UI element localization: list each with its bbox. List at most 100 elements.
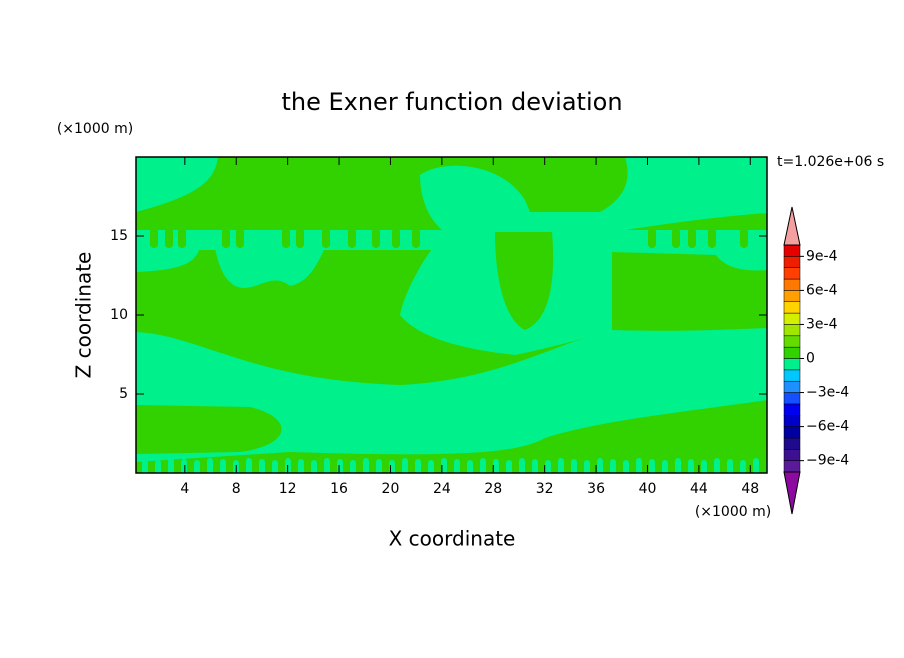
contour-region (688, 228, 696, 248)
colorbar-tick-label: 9e-4 (806, 248, 838, 264)
contour-region (168, 458, 174, 473)
contour-region (441, 458, 447, 473)
colorbar-band (783, 278, 801, 291)
colorbar-tick-label: −6e-4 (806, 419, 849, 435)
contour-region (672, 228, 680, 248)
contour-region (467, 460, 473, 473)
x-tick-label: 20 (382, 481, 400, 497)
contour-region (740, 228, 748, 248)
colorbar-band (783, 301, 801, 314)
colorbar-band (783, 324, 801, 337)
contour-region (753, 458, 759, 473)
y-axis-label: Z coordinate (72, 252, 96, 379)
colorbar-band (783, 346, 801, 359)
contour-region (400, 157, 767, 355)
contour-region (136, 230, 445, 250)
colorbar-band (783, 392, 801, 405)
contour-region (136, 405, 282, 454)
contour-region (220, 459, 226, 473)
contour-region (389, 460, 395, 473)
contour-region (363, 458, 369, 473)
contour-region (597, 458, 603, 473)
contour-region (506, 460, 512, 473)
colorbar-band (783, 290, 801, 302)
contour-region (519, 458, 525, 473)
colorbar-band (783, 267, 801, 280)
y-unit: (×1000 m) (57, 121, 133, 137)
contour-region (558, 458, 564, 473)
x-axis-label: X coordinate (389, 527, 516, 551)
contour-region (282, 228, 290, 248)
contour-region (584, 460, 590, 473)
contour-region (259, 459, 265, 473)
x-tick-label: 40 (639, 481, 657, 497)
colorbar-tick-label: 6e-4 (806, 282, 838, 298)
contour-region (412, 228, 420, 248)
contour-region (493, 459, 499, 473)
x-tick-label: 32 (536, 481, 554, 497)
colorbar-band (783, 449, 801, 461)
x-tick-label: 36 (587, 481, 605, 497)
contour-region (428, 460, 434, 473)
contour-region (545, 460, 551, 473)
colorbar-band (783, 415, 801, 427)
colorbar-band (783, 335, 801, 348)
contour-region (636, 458, 642, 473)
contour-region (337, 459, 343, 473)
contour-region (322, 228, 330, 248)
x-unit: (×1000 m) (695, 504, 771, 520)
colorbar-band (783, 244, 801, 257)
colorbar-band (783, 256, 801, 268)
y-tick-label: 15 (110, 228, 128, 244)
contour-region (708, 228, 716, 248)
contour-region (311, 460, 317, 473)
x-tick-label: 44 (690, 481, 708, 497)
contour-region (662, 460, 668, 473)
contour-region (136, 328, 767, 462)
contour-region (648, 228, 656, 248)
contour-region (165, 228, 173, 248)
contour-region (392, 228, 400, 248)
x-tick-label: 8 (232, 481, 241, 497)
colorbar-band (783, 460, 801, 473)
contour-region (675, 458, 681, 473)
contour-region (296, 228, 304, 248)
contour-region (136, 248, 200, 272)
contour-region (402, 458, 408, 473)
colorbar-extension (783, 206, 801, 246)
contour-region (532, 459, 538, 473)
x-tick-label: 16 (330, 481, 348, 497)
contour-region (740, 460, 746, 473)
contour-region (207, 458, 213, 473)
contour-region (415, 459, 421, 473)
colorbar-tick-label: −3e-4 (806, 385, 849, 401)
contour-region (350, 460, 356, 473)
contour-region (222, 228, 230, 248)
x-tick-label: 24 (433, 481, 451, 497)
y-tick-label: 5 (119, 386, 128, 402)
colorbar-band (783, 312, 801, 325)
contour-region (136, 157, 218, 212)
contour-region (194, 460, 200, 473)
x-tick-label: 4 (180, 481, 189, 497)
colorbar-tick-label: −9e-4 (806, 453, 849, 469)
colorbar-band (783, 437, 801, 450)
x-tick-label: 12 (279, 481, 297, 497)
contour-region (236, 228, 244, 248)
colorbar-band (783, 369, 801, 382)
annotation: t=1.026e+06 s (777, 154, 884, 170)
colorbar-extension (783, 471, 801, 515)
colorbar-tick-label: 0 (806, 351, 815, 367)
contour-region (623, 460, 629, 473)
contour-region (480, 458, 486, 473)
colorbar-tick-label: 3e-4 (806, 316, 838, 332)
contour-region (688, 459, 694, 473)
contour-region (714, 458, 720, 473)
x-tick-label: 28 (484, 481, 502, 497)
contour-region (376, 459, 382, 473)
contour-region (348, 228, 356, 248)
contour-region (495, 232, 554, 330)
contour-region (324, 458, 330, 473)
contour-region (246, 458, 252, 473)
